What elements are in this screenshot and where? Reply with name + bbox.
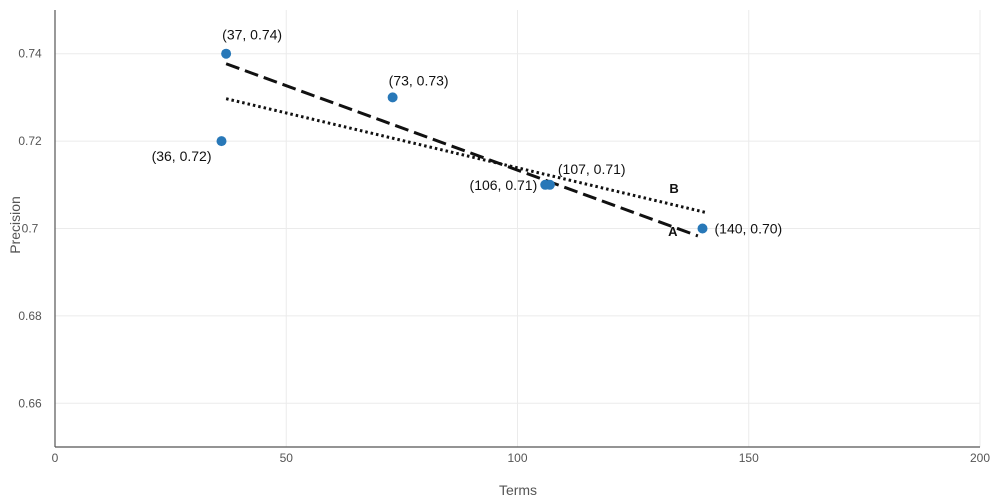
data-points: [216, 48, 708, 234]
x-tick-label: 200: [970, 451, 990, 465]
data-label: (37, 0.74): [222, 27, 282, 43]
data-label: (73, 0.73): [389, 72, 449, 88]
data-point: [544, 179, 555, 190]
x-axis-title: Terms: [499, 482, 537, 498]
y-axis-title: Precision: [7, 196, 23, 254]
data-point: [216, 136, 227, 147]
trend-line-label: A: [668, 224, 678, 239]
trend-line-label: B: [669, 181, 678, 196]
data-label: (106, 0.71): [470, 177, 538, 193]
trend-lines: [225, 62, 708, 238]
y-tick-label: 0.68: [18, 309, 42, 323]
point-labels: A B (37, 0.74) (36, 0.72) (73, 0.73) (106, 0.…: [152, 27, 783, 239]
x-tick-label: 100: [507, 451, 527, 465]
data-label: (140, 0.70): [715, 221, 783, 237]
grid-layer: [55, 10, 981, 447]
y-tick-label: 0.74: [18, 47, 42, 61]
data-point: [221, 48, 232, 59]
data-point: [697, 223, 708, 234]
x-tick-label: 50: [280, 451, 294, 465]
trend-line-a: [225, 62, 699, 238]
axes-layer: 0 50 100 150 200 0.66 0.68 0.7 0.72 0.74: [18, 10, 990, 465]
data-label: (107, 0.71): [558, 161, 626, 177]
x-tick-label: 150: [739, 451, 759, 465]
trend-line-b: [225, 97, 708, 215]
y-tick-label: 0.66: [18, 396, 42, 410]
y-tick-label: 0.72: [18, 134, 42, 148]
data-point: [387, 92, 398, 103]
x-tick-label: 0: [52, 451, 59, 465]
y-tick-label: 0.7: [22, 222, 39, 236]
data-label: (36, 0.72): [152, 148, 212, 164]
